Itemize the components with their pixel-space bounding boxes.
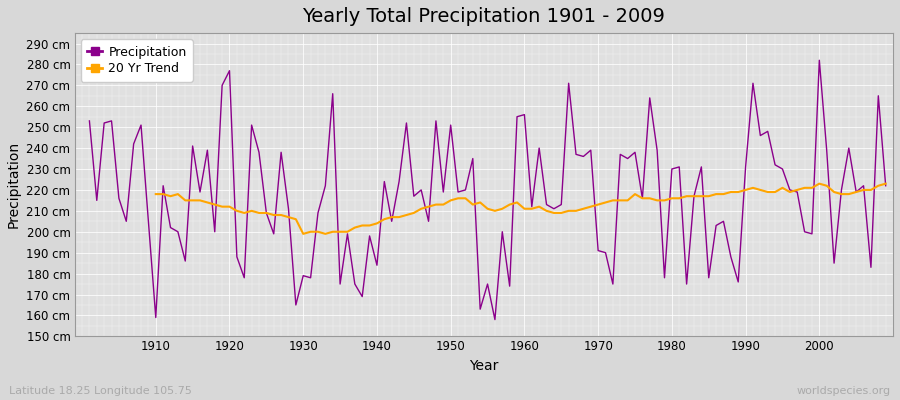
Text: Latitude 18.25 Longitude 105.75: Latitude 18.25 Longitude 105.75: [9, 386, 192, 396]
Y-axis label: Precipitation: Precipitation: [7, 141, 21, 228]
Title: Yearly Total Precipitation 1901 - 2009: Yearly Total Precipitation 1901 - 2009: [302, 7, 665, 26]
Text: worldspecies.org: worldspecies.org: [796, 386, 891, 396]
X-axis label: Year: Year: [469, 359, 499, 373]
Legend: Precipitation, 20 Yr Trend: Precipitation, 20 Yr Trend: [81, 39, 193, 82]
